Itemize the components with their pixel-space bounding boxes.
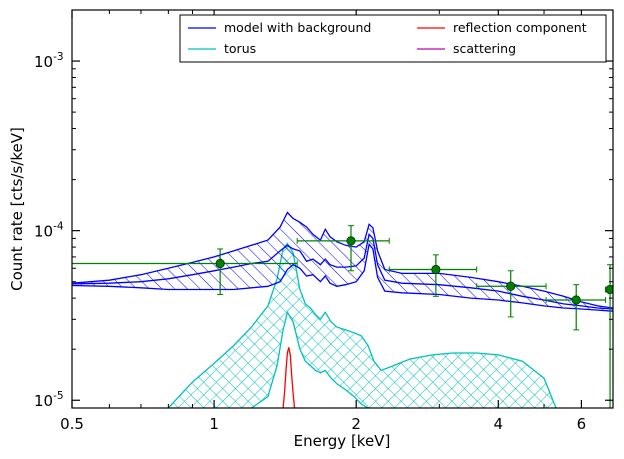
data-point	[545, 284, 607, 331]
x-axis-title: Energy [keV]	[294, 432, 391, 450]
legend-label-reflection: reflection component	[453, 20, 587, 35]
data-point	[605, 264, 613, 408]
torus-upper-line	[167, 242, 557, 408]
torus-lower-line	[251, 310, 369, 408]
legend: model with background torus reflection c…	[179, 14, 607, 63]
data-point	[72, 248, 298, 296]
model-upper-line	[72, 211, 613, 309]
model-band	[72, 212, 613, 312]
model-middle-line	[72, 233, 613, 310]
plot-frame	[71, 9, 614, 409]
plot-area	[72, 211, 613, 408]
legend-label-torus: torus	[224, 41, 256, 56]
data-point	[476, 270, 547, 318]
reflection-line	[282, 347, 298, 408]
y-axis: 10-5 10-4 10-3	[34, 9, 613, 410]
torus-band	[168, 243, 556, 408]
x-tick-label: 0.5	[60, 415, 84, 433]
model-lower-line	[72, 242, 613, 312]
data-marker	[215, 258, 225, 269]
legend-label-scattering: scattering	[453, 41, 516, 56]
data-marker	[431, 264, 441, 275]
y-tick-label: 10-4	[34, 221, 64, 241]
data-marker	[506, 281, 516, 291]
data-point	[296, 225, 390, 272]
legend-label-model: model with background	[224, 20, 371, 35]
y-axis-title: Count rate [cts/s/keV]	[8, 127, 26, 291]
data-marker	[605, 284, 613, 295]
y-tick-label: 10-5	[34, 390, 64, 410]
data-marker	[571, 295, 581, 305]
legend-box	[179, 14, 607, 63]
x-tick-label: 2	[351, 415, 361, 433]
data-marker	[346, 236, 356, 246]
x-tick-label: 4	[494, 415, 504, 433]
y-tick-label: 10-3	[34, 51, 64, 71]
data-point	[388, 254, 478, 297]
x-axis: 0.5 1 2 4 6	[60, 10, 614, 433]
x-tick-label: 1	[209, 415, 219, 433]
x-tick-label: 6	[577, 415, 587, 433]
